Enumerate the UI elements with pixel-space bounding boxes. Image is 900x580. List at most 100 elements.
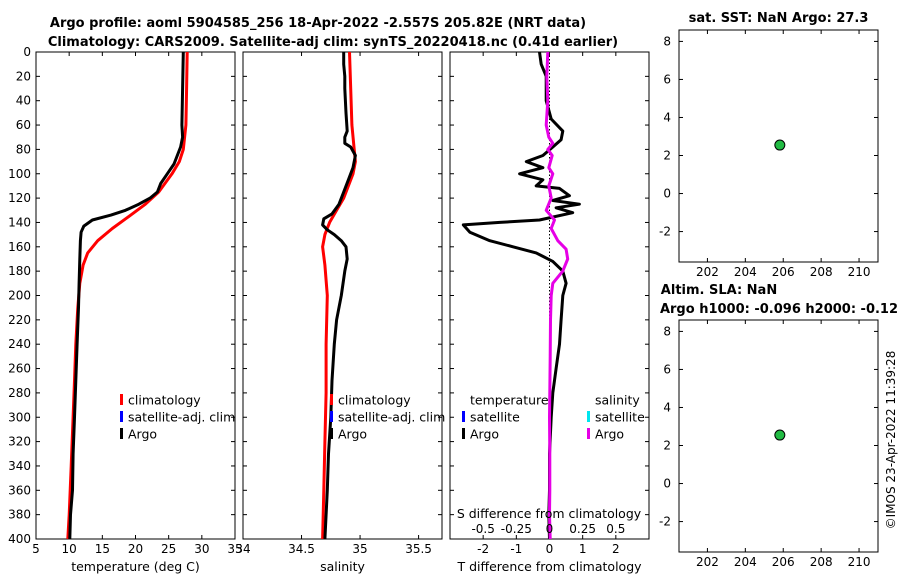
temperature-xtick-label: 25 [161, 542, 176, 556]
temperature-ytick-label: 140 [8, 215, 31, 229]
temperature-ytick-label: 400 [8, 532, 31, 546]
sla-title: Altim. SLA: NaN [661, 283, 777, 298]
temperature-ytick-label: 120 [8, 191, 31, 205]
temperature-ytick-label: 20 [16, 69, 31, 83]
temperature-series-climatology [66, 51, 189, 540]
salinity-legend-label: climatology [338, 393, 411, 408]
temperature-ytick-label: 100 [8, 167, 31, 181]
salinity-xtick-label: 34.5 [288, 542, 315, 556]
sla-xtick-label: 204 [734, 555, 757, 569]
sla-xtick-label: 202 [696, 555, 719, 569]
difference-xtick-label: 1 [579, 542, 587, 556]
sla-ytick-label: 0 [663, 477, 671, 491]
sst-xtick-label: 204 [734, 265, 757, 279]
sla-panel: 202 204 206 208 210 -2 0 2 4 6 8 Altim. SLA: NaN Arg… [659, 283, 898, 569]
sst-ytick-label: 8 [663, 34, 671, 48]
sla-ytick-label: -2 [659, 515, 671, 529]
temperature-axes-box [35, 51, 236, 540]
difference-panel: -2 -1 0 1 2 T difference from climatology temp… [449, 51, 650, 574]
temperature-ytick-label: 260 [8, 362, 31, 376]
temperature-ytick-label: 80 [16, 142, 31, 156]
temperature-legend-swatch [120, 394, 123, 405]
sst-xtick-label: 208 [810, 265, 833, 279]
difference-top-tick-label: -0.25 [501, 522, 532, 536]
figure-title-line2: Climatology: CARS2009. Satellite-adj cli… [48, 35, 618, 50]
salinity-legend-swatch [330, 428, 333, 439]
sla-xtick-label: 208 [810, 555, 833, 569]
temperature-ytick-label: 300 [8, 410, 31, 424]
sla-xtick-label: 206 [772, 555, 795, 569]
temperature-ytick-label: 160 [8, 240, 31, 254]
sst-xtick-label: 206 [772, 265, 795, 279]
temperature-xtick-label: 20 [128, 542, 143, 556]
sst-argo-marker [774, 139, 786, 151]
temperature-legend-swatch [120, 411, 123, 422]
difference-legend-label: Argo [470, 427, 499, 442]
temperature-panel: 5 10 15 20 25 30 35 0 20 40 60 80 100 120 140 160 180 200… [8, 45, 243, 574]
sla-axes-box [678, 319, 879, 553]
difference-legend-swatch [462, 411, 465, 422]
difference-legend-label: satellite [470, 410, 520, 425]
sla-ytick-label: 2 [663, 439, 671, 453]
temperature-series-argo [68, 51, 185, 540]
sla-ytick-label: 8 [663, 324, 671, 338]
temperature-ytick-label: 320 [8, 435, 31, 449]
salinity-series-argo [321, 52, 357, 540]
difference-series-salinity-argo [544, 51, 570, 540]
salinity-xtick-label: 34 [235, 542, 250, 556]
temperature-xtick-label: 10 [62, 542, 77, 556]
salinity-panel: 34 34.5 35 35.5 salinity climatology satellite… [235, 51, 445, 574]
difference-series-temperature-argo [461, 51, 581, 540]
sst-ytick-label: -2 [659, 225, 671, 239]
sla-argo-marker [774, 429, 786, 441]
difference-xtick-label: 0 [546, 542, 554, 556]
temperature-ytick-label: 280 [8, 386, 31, 400]
temperature-ytick-label: 200 [8, 289, 31, 303]
difference-legend-swatch [587, 428, 590, 439]
difference-top-tick-label: -0.5 [471, 522, 494, 536]
temperature-xlabel: temperature (deg C) [71, 559, 200, 574]
sst-xtick-label: 202 [696, 265, 719, 279]
sla-subtitle: Argo h1000: -0.096 h2000: -0.12 [660, 302, 898, 317]
temperature-legend-label: Argo [128, 427, 157, 442]
sst-ytick-label: 6 [663, 72, 671, 86]
difference-top-tick-label: 0.5 [606, 522, 625, 536]
sst-panel: 202 204 206 208 210 -2 0 2 4 6 8 sat. SST: NaN Argo… [659, 11, 879, 279]
temperature-ytick-label: 360 [8, 483, 31, 497]
difference-top-axis-label: S difference from climatology [457, 506, 642, 521]
difference-xlabel: T difference from climatology [456, 559, 642, 574]
temperature-ytick-label: 60 [16, 118, 31, 132]
salinity-xtick-label: 35.5 [405, 542, 432, 556]
temperature-xtick-label: 5 [32, 542, 40, 556]
sla-ytick-label: 6 [663, 362, 671, 376]
difference-legend-label: Argo [595, 427, 624, 442]
difference-legend-salinity-header: salinity [595, 393, 640, 408]
salinity-xtick-label: 35 [352, 542, 367, 556]
temperature-legend-label: satellite-adj. clim [128, 410, 235, 425]
difference-legend-swatch [462, 428, 465, 439]
difference-legend-label: satellite [595, 410, 645, 425]
temperature-xtick-label: 30 [194, 542, 209, 556]
figure-title-line1: Argo profile: aoml 5904585_256 18-Apr-20… [50, 16, 586, 31]
temperature-ytick-label: 180 [8, 264, 31, 278]
temperature-ytick-label: 340 [8, 459, 31, 473]
sla-ytick-label: 4 [663, 400, 671, 414]
difference-top-tick-label: 0 [546, 522, 554, 536]
salinity-legend-label: Argo [338, 427, 367, 442]
temperature-legend-label: climatology [128, 393, 201, 408]
sst-ytick-label: 0 [663, 187, 671, 201]
sst-ytick-label: 4 [663, 110, 671, 124]
sla-xtick-label: 210 [848, 555, 871, 569]
difference-legend-temperature-header: temperature [470, 393, 549, 408]
temperature-ytick-label: 380 [8, 508, 31, 522]
sst-title: sat. SST: NaN Argo: 27.3 [689, 11, 869, 26]
difference-xtick-label: -1 [510, 542, 522, 556]
temperature-ytick-label: 40 [16, 94, 31, 108]
temperature-ytick-label: 220 [8, 313, 31, 327]
sst-xtick-label: 210 [848, 265, 871, 279]
temperature-ytick-label: 0 [23, 45, 31, 59]
imos-watermark: ©IMOS 23-Apr-2022 11:39:28 [884, 351, 898, 530]
salinity-legend-swatch [330, 411, 333, 422]
temperature-xtick-label: 15 [95, 542, 110, 556]
